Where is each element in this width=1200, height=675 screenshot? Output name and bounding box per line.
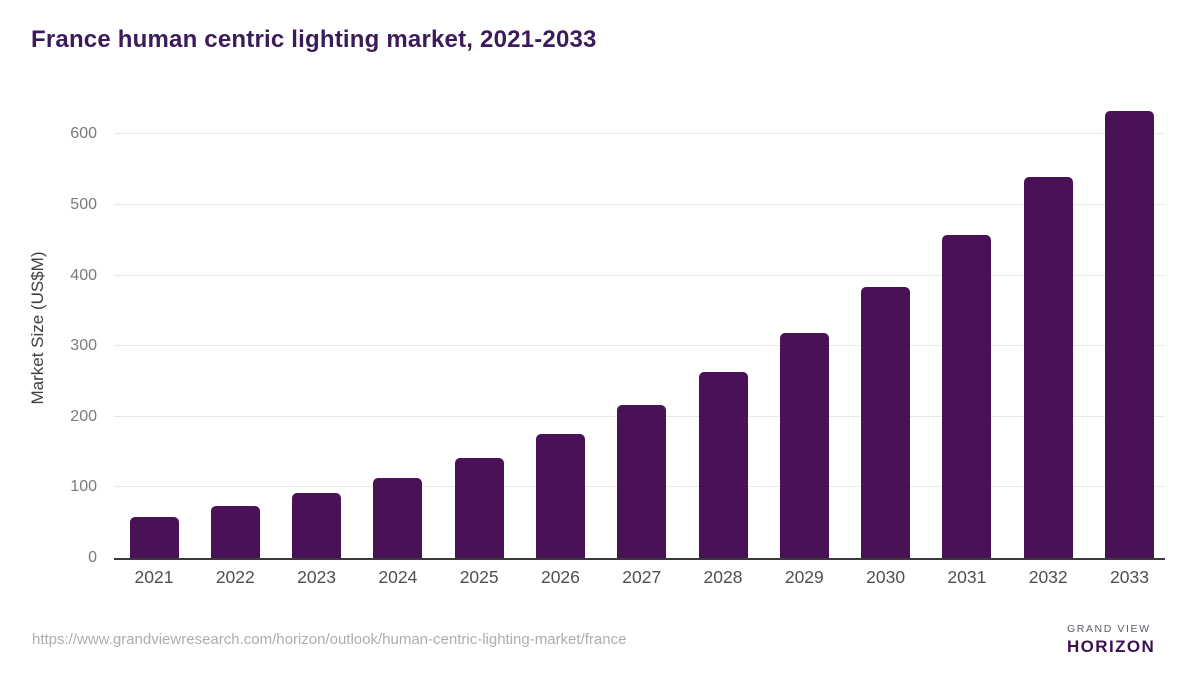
x-tick-label-2026: 2026	[540, 567, 580, 587]
bar-2026	[535, 434, 585, 558]
x-tick-label-2028: 2028	[703, 567, 743, 587]
logo-brand-top: GRAND VIEW	[1067, 623, 1151, 635]
source-url: https://www.grandviewresearch.com/horizo…	[32, 631, 627, 648]
x-tick-label-2022: 2022	[215, 567, 255, 587]
chart-title: France human centric lighting market, 20…	[31, 26, 597, 53]
y-tick-label-100: 100	[70, 478, 97, 496]
gridline-300	[114, 345, 1165, 347]
bar-2032	[1023, 176, 1073, 558]
y-tick-label-400: 400	[70, 266, 97, 284]
x-tick-label-2032: 2032	[1028, 567, 1068, 587]
y-tick-label-300: 300	[70, 337, 97, 355]
x-axis-tick-labels: 2021 2022 2023 2024 2025 2026 2027 2028 2029 2030…	[114, 567, 1165, 593]
logo-brand-bottom: HORIZON	[1067, 637, 1156, 656]
x-tick-label-2033: 2033	[1110, 567, 1149, 587]
horizon-sunrise-icon	[1019, 621, 1057, 659]
logo-wave-line-1	[1031, 643, 1045, 646]
bar-2024	[373, 477, 423, 558]
bar-2025	[454, 458, 504, 558]
y-tick-label-200: 200	[70, 407, 97, 425]
y-tick-label-0: 0	[88, 549, 97, 566]
x-tick-label-2029: 2029	[784, 567, 824, 587]
y-axis-tick-labels: 0 100 200 300 400 500 600	[0, 99, 97, 566]
y-tick-label-600: 600	[70, 125, 97, 143]
bar-2027	[617, 405, 667, 558]
x-tick-label-2027: 2027	[622, 567, 662, 587]
bar-2022	[210, 506, 260, 558]
bar-2031	[942, 234, 992, 558]
x-tick-label-2023: 2023	[297, 567, 337, 587]
gridline-600	[114, 133, 1165, 135]
x-tick-label-2031: 2031	[947, 567, 987, 587]
gridline-500	[114, 203, 1165, 205]
gridline-400	[114, 274, 1165, 276]
x-tick-label-2030: 2030	[866, 567, 906, 587]
x-tick-label-2021: 2021	[134, 567, 174, 587]
bar-2029	[779, 333, 829, 558]
logo-wave-line-2	[1033, 648, 1043, 651]
x-tick-label-2025: 2025	[459, 567, 499, 587]
bar-2033	[1104, 111, 1154, 558]
x-tick-label-2024: 2024	[378, 567, 418, 587]
bar-2030	[861, 286, 911, 558]
logo-text: GRAND VIEW HORIZON	[1067, 623, 1155, 657]
y-tick-label-500: 500	[70, 195, 97, 213]
bar-2021	[129, 517, 179, 558]
grand-view-horizon-logo: GRAND VIEW HORIZON	[1019, 621, 1155, 659]
bar-2028	[698, 372, 748, 558]
logo-sun-dome	[1029, 631, 1047, 640]
bar-2023	[292, 493, 342, 558]
plot-area	[114, 99, 1165, 560]
